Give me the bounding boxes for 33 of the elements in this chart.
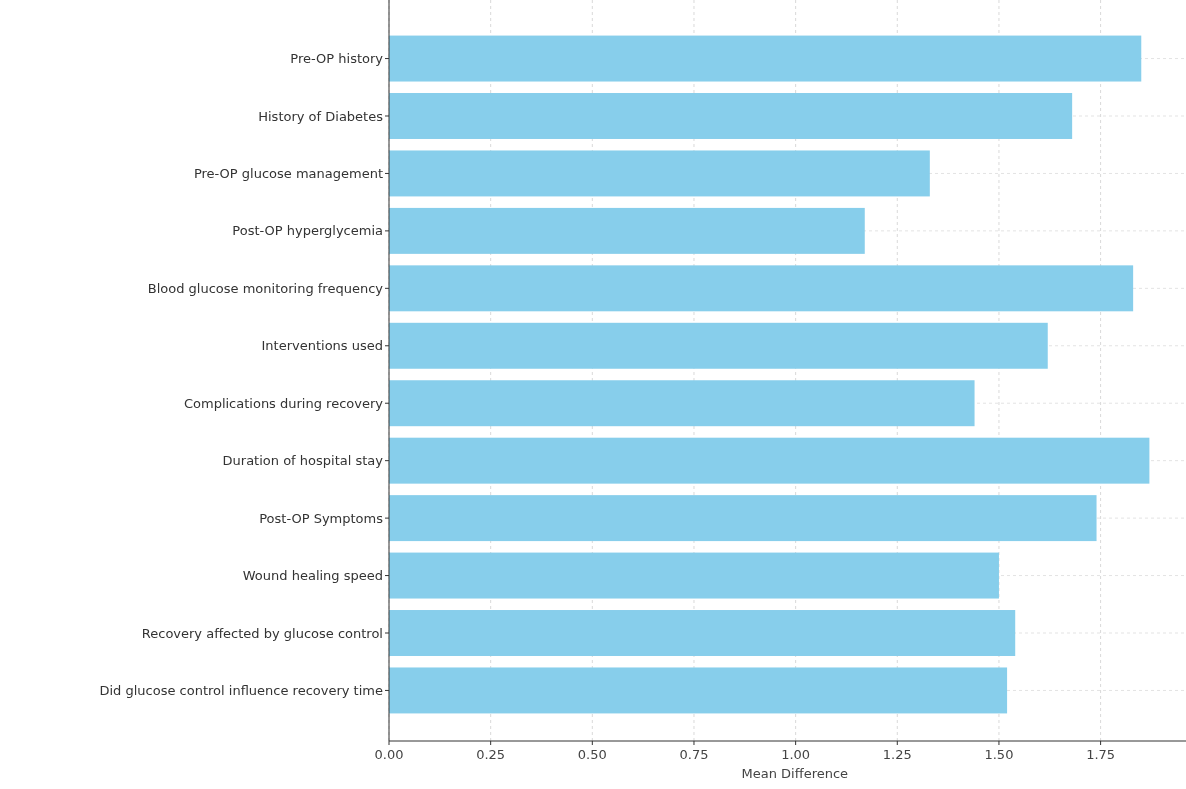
bar [389, 437, 1150, 484]
x-tick-label: 0.50 [577, 747, 607, 762]
bar [389, 207, 865, 254]
x-tick-label: 1.50 [984, 747, 1014, 762]
y-tick-label: Did glucose control influence recovery time [99, 683, 383, 698]
x-tick-label: 1.75 [1086, 747, 1116, 762]
y-tick-label: Pre-OP history [290, 51, 384, 67]
bar [389, 322, 1048, 369]
y-tick-label: Post-OP hyperglycemia [232, 223, 383, 239]
x-tick-label: 0.00 [374, 747, 404, 762]
y-tick-label: Pre-OP glucose management [193, 165, 383, 181]
x-tick-label: 1.00 [781, 747, 811, 762]
x-axis-title: Mean Difference [741, 766, 849, 781]
y-tick-label: Blood glucose monitoring frequency [147, 280, 384, 296]
bar [389, 265, 1134, 312]
y-tick-label: Recovery affected by glucose control [141, 625, 383, 641]
x-tick-label: 0.75 [679, 747, 709, 762]
x-tick-label: 0.25 [476, 747, 506, 762]
bar [389, 150, 930, 197]
y-tick-label: History of Diabetes [258, 108, 384, 124]
bar [389, 610, 1016, 656]
y-tick-label: Duration of hospital stay [222, 453, 384, 469]
x-tick-label: 1.25 [882, 747, 912, 762]
bar [389, 552, 999, 599]
y-tick-label: Post-OP Symptoms [259, 510, 384, 526]
bar [389, 93, 1073, 139]
y-tick-label: Complications during recovery [183, 395, 384, 411]
bar [389, 35, 1142, 82]
bar [389, 667, 1008, 714]
bar [389, 380, 975, 427]
bar [389, 495, 1097, 542]
y-tick-label: Wound healing speed [242, 568, 383, 584]
y-tick-label: Interventions used [261, 338, 383, 354]
